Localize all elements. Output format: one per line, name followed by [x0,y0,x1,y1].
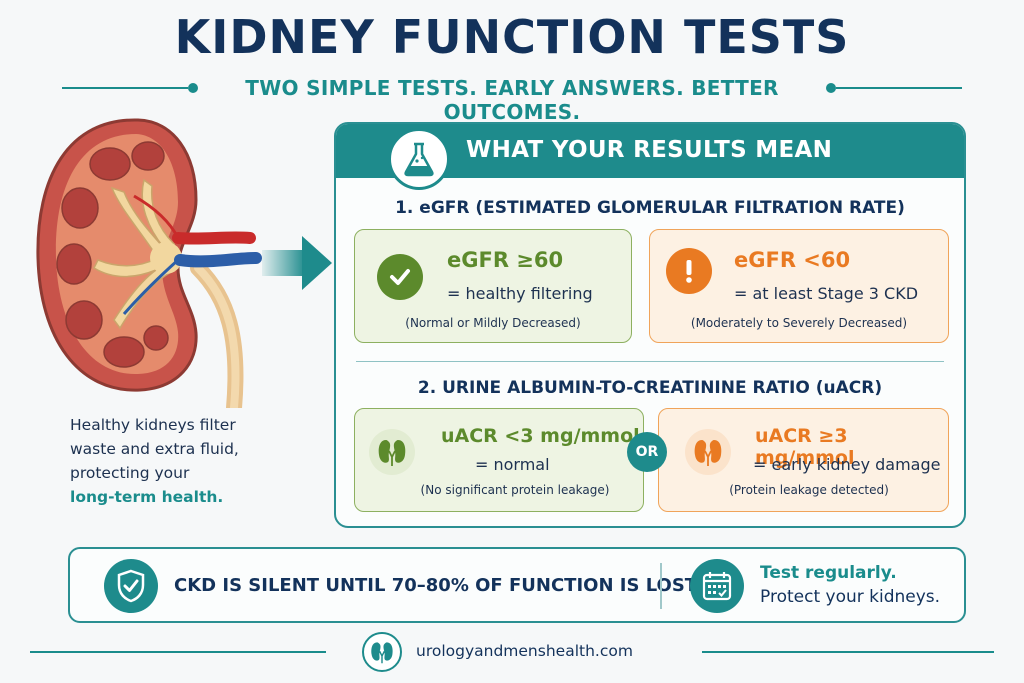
uacr-normal-note: (No significant protein leakage) [420,483,610,497]
exclamation-icon [666,248,712,294]
footer: urologyandmenshealth.com [30,630,994,674]
side-line-1: Healthy kidneys filter [70,416,236,434]
tip-line-2: Protect your kidneys. [760,587,941,607]
kidney-logo-icon [362,632,402,672]
kidney-description: Healthy kidneys filter waste and extra f… [70,413,280,509]
egfr-low-card: eGFR <60 = at least Stage 3 CKD (Moderat… [649,229,949,343]
section-egfr-title: 1. eGFR (ESTIMATED GLOMERULAR FILTRATION… [395,198,905,218]
section-divider [356,361,944,362]
egfr-low-note: (Moderately to Severely Decreased) [690,316,908,330]
egfr-normal-note: (Normal or Mildly Decreased) [405,316,581,330]
kidney-illustration [28,108,278,416]
page-subtitle: TWO SIMPLE TESTS. EARLY ANSWERS. BETTER … [245,76,779,124]
egfr-low-meaning: = at least Stage 3 CKD [734,284,919,303]
footer-url[interactable]: urologyandmenshealth.com [416,642,633,660]
section-uacr-title: 2. URINE ALBUMIN-TO-CREATININE RATIO (uA… [417,378,883,398]
subtitle-dot-right [826,83,836,93]
check-icon [377,254,423,300]
uacr-high-value: uACR ≥3 mg/mmol [755,425,855,469]
side-line-3: protecting your [70,464,190,482]
egfr-low-value: eGFR <60 [734,248,851,272]
egfr-normal-meaning: = healthy filtering [447,284,593,303]
results-panel: WHAT YOUR RESULTS MEAN 1. eGFR (ESTIMATE… [334,122,966,528]
kidney-icon [369,429,415,475]
uacr-normal-value: uACR <3 mg/mmol [441,425,640,447]
footer-line-right [702,651,994,653]
egfr-normal-value: eGFR ≥60 [447,248,564,272]
uacr-high-note: (Protein leakage detected) [729,483,889,497]
uacr-normal-card: uACR <3 mg/mmol = normal (No significant… [354,408,644,512]
flask-icon [388,128,450,190]
subtitle-dot-left [188,83,198,93]
footer-line-left [30,651,326,653]
uacr-high-card: uACR ≥3 mg/mmol = early kidney damage (P… [658,408,949,512]
shield-check-icon [104,559,158,613]
subtitle-line-right [836,87,962,89]
side-line-2: waste and extra fluid, [70,440,239,458]
arrow-right-icon [262,236,332,290]
kidney-icon [685,429,731,475]
warning-banner: CKD IS SILENT UNTIL 70–80% OF FUNCTION I… [68,547,966,623]
panel-heading: WHAT YOUR RESULTS MEAN [466,137,833,163]
page-title: KIDNEY FUNCTION TESTS [174,10,850,64]
subtitle-row: TWO SIMPLE TESTS. EARLY ANSWERS. BETTER … [62,76,962,124]
calendar-icon [690,559,744,613]
side-highlight: long-term health. [70,488,224,506]
warning-message: CKD IS SILENT UNTIL 70–80% OF FUNCTION I… [174,575,702,596]
egfr-normal-card: eGFR ≥60 = healthy filtering (Normal or … [354,229,632,343]
tip-line-1: Test regularly. [760,563,897,583]
or-badge: OR [627,432,667,472]
uacr-normal-meaning: = normal [475,455,550,474]
uacr-high-meaning: = early kidney damage [753,455,941,474]
banner-divider [660,563,662,609]
subtitle-line-left [62,87,188,89]
